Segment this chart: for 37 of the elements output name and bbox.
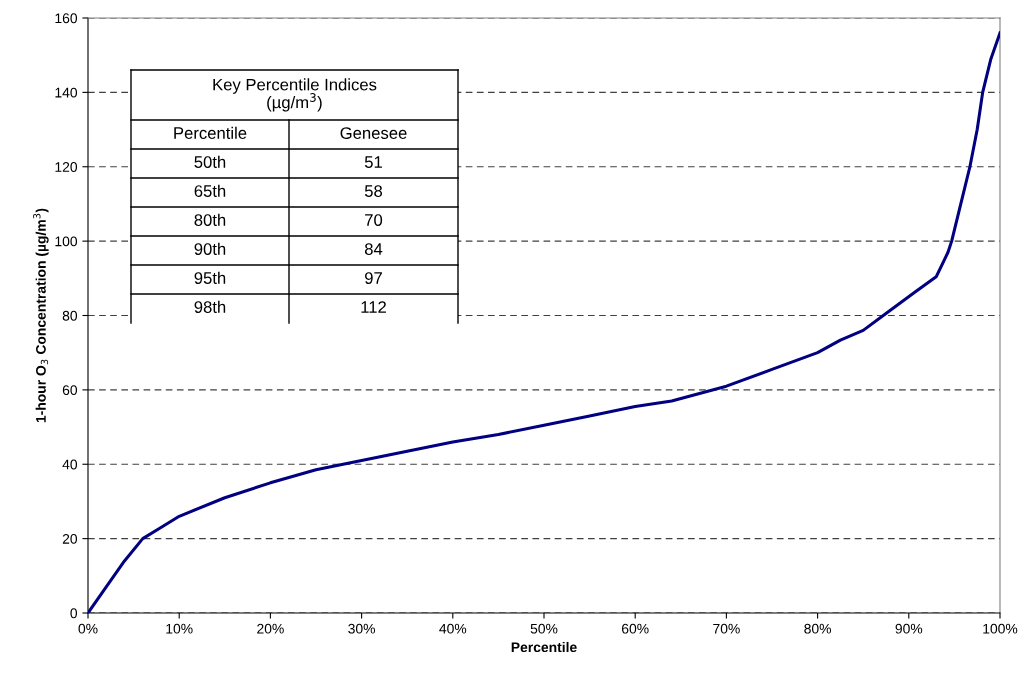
y-tick-label: 120	[55, 162, 78, 172]
y-tick-label: 0	[70, 608, 78, 619]
annotation: 70	[365, 214, 383, 226]
y-tick-label: 20	[62, 533, 78, 544]
annotation: Key Percentile Indices (µg/m$^{3}$)	[213, 78, 377, 112]
x-tick-label: 60%	[622, 623, 649, 634]
annotation: 90th	[194, 242, 226, 255]
x-tick-label: 10%	[166, 623, 193, 634]
annotation: 51	[364, 156, 382, 168]
annotation: 95th	[194, 271, 226, 284]
y-tick-label: 140	[55, 87, 78, 98]
x-tick-label: 40%	[439, 623, 467, 634]
annotation: Percentile	[174, 126, 247, 139]
annotation: 84	[364, 243, 383, 255]
y-axis-title: 1-hour O$_{3}$ Concentration (µg/m$^{3}$)	[33, 208, 49, 423]
annotation: 80th	[194, 213, 226, 226]
x-tick-label: 0%	[78, 623, 98, 634]
annotation: 58	[364, 185, 383, 197]
y-tick-label: 60	[62, 385, 78, 396]
x-tick-label: 90%	[895, 623, 923, 634]
annotation: Genesee	[340, 127, 407, 139]
annotation: 50th	[194, 155, 226, 168]
x-tick-label: 80%	[804, 623, 832, 634]
y-tick-label: 80	[62, 310, 78, 321]
annotation: 65th	[194, 184, 226, 197]
y-tick-label: 160	[55, 13, 78, 24]
x-tick-label: 100%	[983, 623, 1018, 634]
y-tick-label: 100	[55, 236, 78, 247]
x-tick-label: 70%	[713, 623, 740, 634]
annotation: 112	[361, 301, 386, 313]
x-tick-label: 50%	[530, 623, 558, 634]
x-tick-label: 30%	[348, 623, 376, 634]
x-tick-label: 20%	[257, 623, 284, 634]
annotation: 98th	[194, 300, 226, 313]
x-axis-title: Percentile	[511, 641, 577, 653]
annotation: 97	[365, 272, 382, 284]
y-tick-label: 40	[62, 459, 78, 470]
